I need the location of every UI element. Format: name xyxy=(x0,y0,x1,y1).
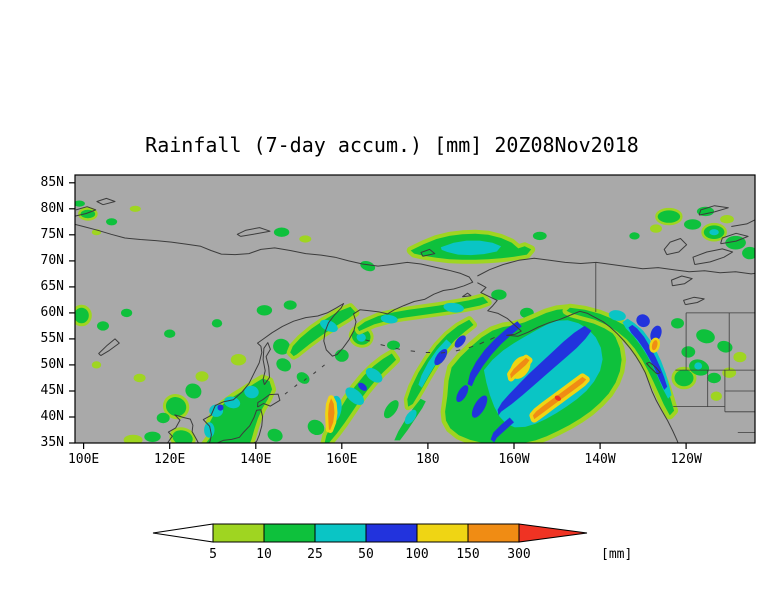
lat-tick-label: 60N xyxy=(40,304,64,320)
colorbar-tick-label: 150 xyxy=(456,547,479,562)
lon-tick-label: 160E xyxy=(326,452,358,467)
lat-tick-label: 45N xyxy=(40,382,64,398)
colorbar-segment xyxy=(416,523,469,543)
colorbar-segment xyxy=(365,523,418,543)
colorbar-below-min-arrow xyxy=(152,523,214,543)
political-borders xyxy=(595,262,755,434)
colorbar-segment xyxy=(467,523,520,543)
lon-tick-label: 100E xyxy=(67,452,100,467)
lat-tick-label: 80N xyxy=(40,200,64,216)
lat-tick-label: 85N xyxy=(40,174,64,190)
colorbar-tick-label: 25 xyxy=(307,547,323,562)
colorbar-segment xyxy=(314,523,367,543)
lat-tick-label: 55N xyxy=(40,330,64,346)
colorbar-segment xyxy=(263,523,316,543)
lat-tick-label: 75N xyxy=(40,226,64,242)
colorbar-tick-label: 100 xyxy=(405,547,428,562)
colorbar-tick-label: 300 xyxy=(507,547,530,562)
colorbar-tick-label: 50 xyxy=(358,547,374,562)
rain-shading xyxy=(75,200,755,443)
lat-tick-label: 35N xyxy=(40,435,64,450)
lat-tick-label: 40N xyxy=(40,408,64,424)
colorbar-unit-label: [mm] xyxy=(601,547,632,562)
axis-ticks xyxy=(69,182,687,449)
plot-title: Rainfall (7-day accum.) [mm] 20Z08Nov201… xyxy=(145,133,639,157)
colorbar: 5 10 25 50 100 150 300 [mm] xyxy=(152,523,632,562)
lon-tick-label: 120W xyxy=(670,452,702,467)
lon-tick-label: 120E xyxy=(154,452,186,467)
colorbar-tick-label: 5 xyxy=(209,547,217,562)
colorbar-segment xyxy=(212,523,265,543)
lon-tick-label: 160W xyxy=(498,452,530,467)
coastlines xyxy=(75,197,755,443)
lat-tick-label: 50N xyxy=(40,356,64,372)
lon-tick-label: 140E xyxy=(240,452,272,467)
lat-tick-label: 70N xyxy=(40,252,64,268)
lon-tick-label: 140W xyxy=(584,452,616,467)
map-frame xyxy=(74,174,756,444)
colorbar-tick-label: 10 xyxy=(256,547,272,562)
colorbar-above-max-arrow xyxy=(518,523,588,543)
lon-tick-label: 180 xyxy=(416,452,440,467)
lat-tick-label: 65N xyxy=(40,278,64,294)
rainfall-map xyxy=(69,174,756,449)
